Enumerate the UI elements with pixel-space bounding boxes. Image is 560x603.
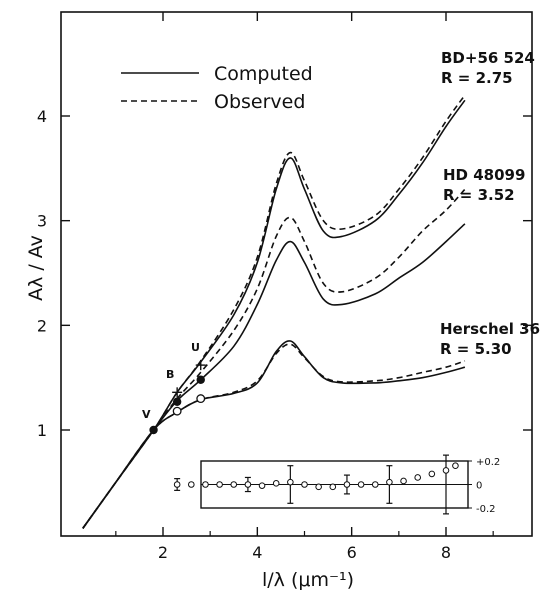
inset-point [216,481,223,488]
inset-point [202,481,209,488]
point-open-u [196,394,206,404]
inset-point [173,481,181,488]
inset-point [188,481,195,488]
annotation-bd56: BD+56 524 [441,49,535,67]
annotation-herschel36-r: R = 5.30 [440,340,512,358]
annotation-hd48099: HD 48099 [443,166,525,184]
inset-point [442,467,450,474]
inset-point [230,481,238,488]
x-tick-label: 6 [347,543,357,562]
x-tick-label: 8 [441,543,451,562]
inset-y-tick-label: 0 [476,481,482,492]
y-tick-label: 2 [37,316,47,335]
inset-point [452,462,459,470]
series-line-1 [82,94,466,529]
y-tick-label: 3 [37,212,47,231]
annotation-bd56-r: R = 2.75 [441,69,513,87]
axes: 2 4 6 8 1 2 3 4 [37,11,533,562]
point-open-b [172,406,182,416]
point-filled-b [172,397,182,406]
inset-point [329,483,337,491]
point-filled-u [196,375,205,384]
inset-point [287,478,294,486]
inset-point [371,481,379,488]
inset-point [258,482,266,489]
band-letter-u: U [191,341,200,354]
legend-label-computed: Computed [214,63,313,85]
series-annotations: BD+56 524 R = 2.75 HD 48099 R = 3.52 Her… [440,49,540,358]
photometry-points [149,360,206,435]
band-letters: V B U [142,341,200,421]
series-line-5 [82,343,466,529]
inset-point [315,483,322,491]
series-layer [82,94,466,529]
annotation-hd48099-r: R = 3.52 [443,186,515,204]
plot-frame [60,11,533,537]
inset-point [343,481,351,488]
y-axis-label: Aλ / Av [25,235,47,301]
residual-inset: +0.2 0 -0.2 [173,454,500,515]
band-letter-b: B [166,368,174,381]
legend: Computed Observed [121,63,313,113]
series-line-0 [82,99,466,529]
inset-point [272,480,280,487]
band-letter-v: V [142,408,151,421]
inset-point [301,481,308,488]
inset-point [428,470,436,478]
x-tick-label: 4 [252,543,262,562]
x-tick-label: 2 [158,543,168,562]
x-axis-label: l/λ (μm⁻¹) [262,569,354,591]
inset-point [400,477,407,485]
series-line-4 [82,340,466,529]
inset-y-tick-label: +0.2 [476,457,500,468]
inset-point [357,481,365,488]
series-line-3 [82,188,466,529]
inset-y-tick-label: -0.2 [476,504,496,515]
inset-point [244,481,252,488]
inset-point [414,474,422,481]
legend-label-observed: Observed [214,91,305,113]
y-tick-label: 4 [37,107,47,126]
point-filled-v [149,425,158,435]
y-tick-label: 1 [37,421,47,440]
inset-point [386,478,393,486]
annotation-herschel36: Herschel 36 [440,320,540,338]
